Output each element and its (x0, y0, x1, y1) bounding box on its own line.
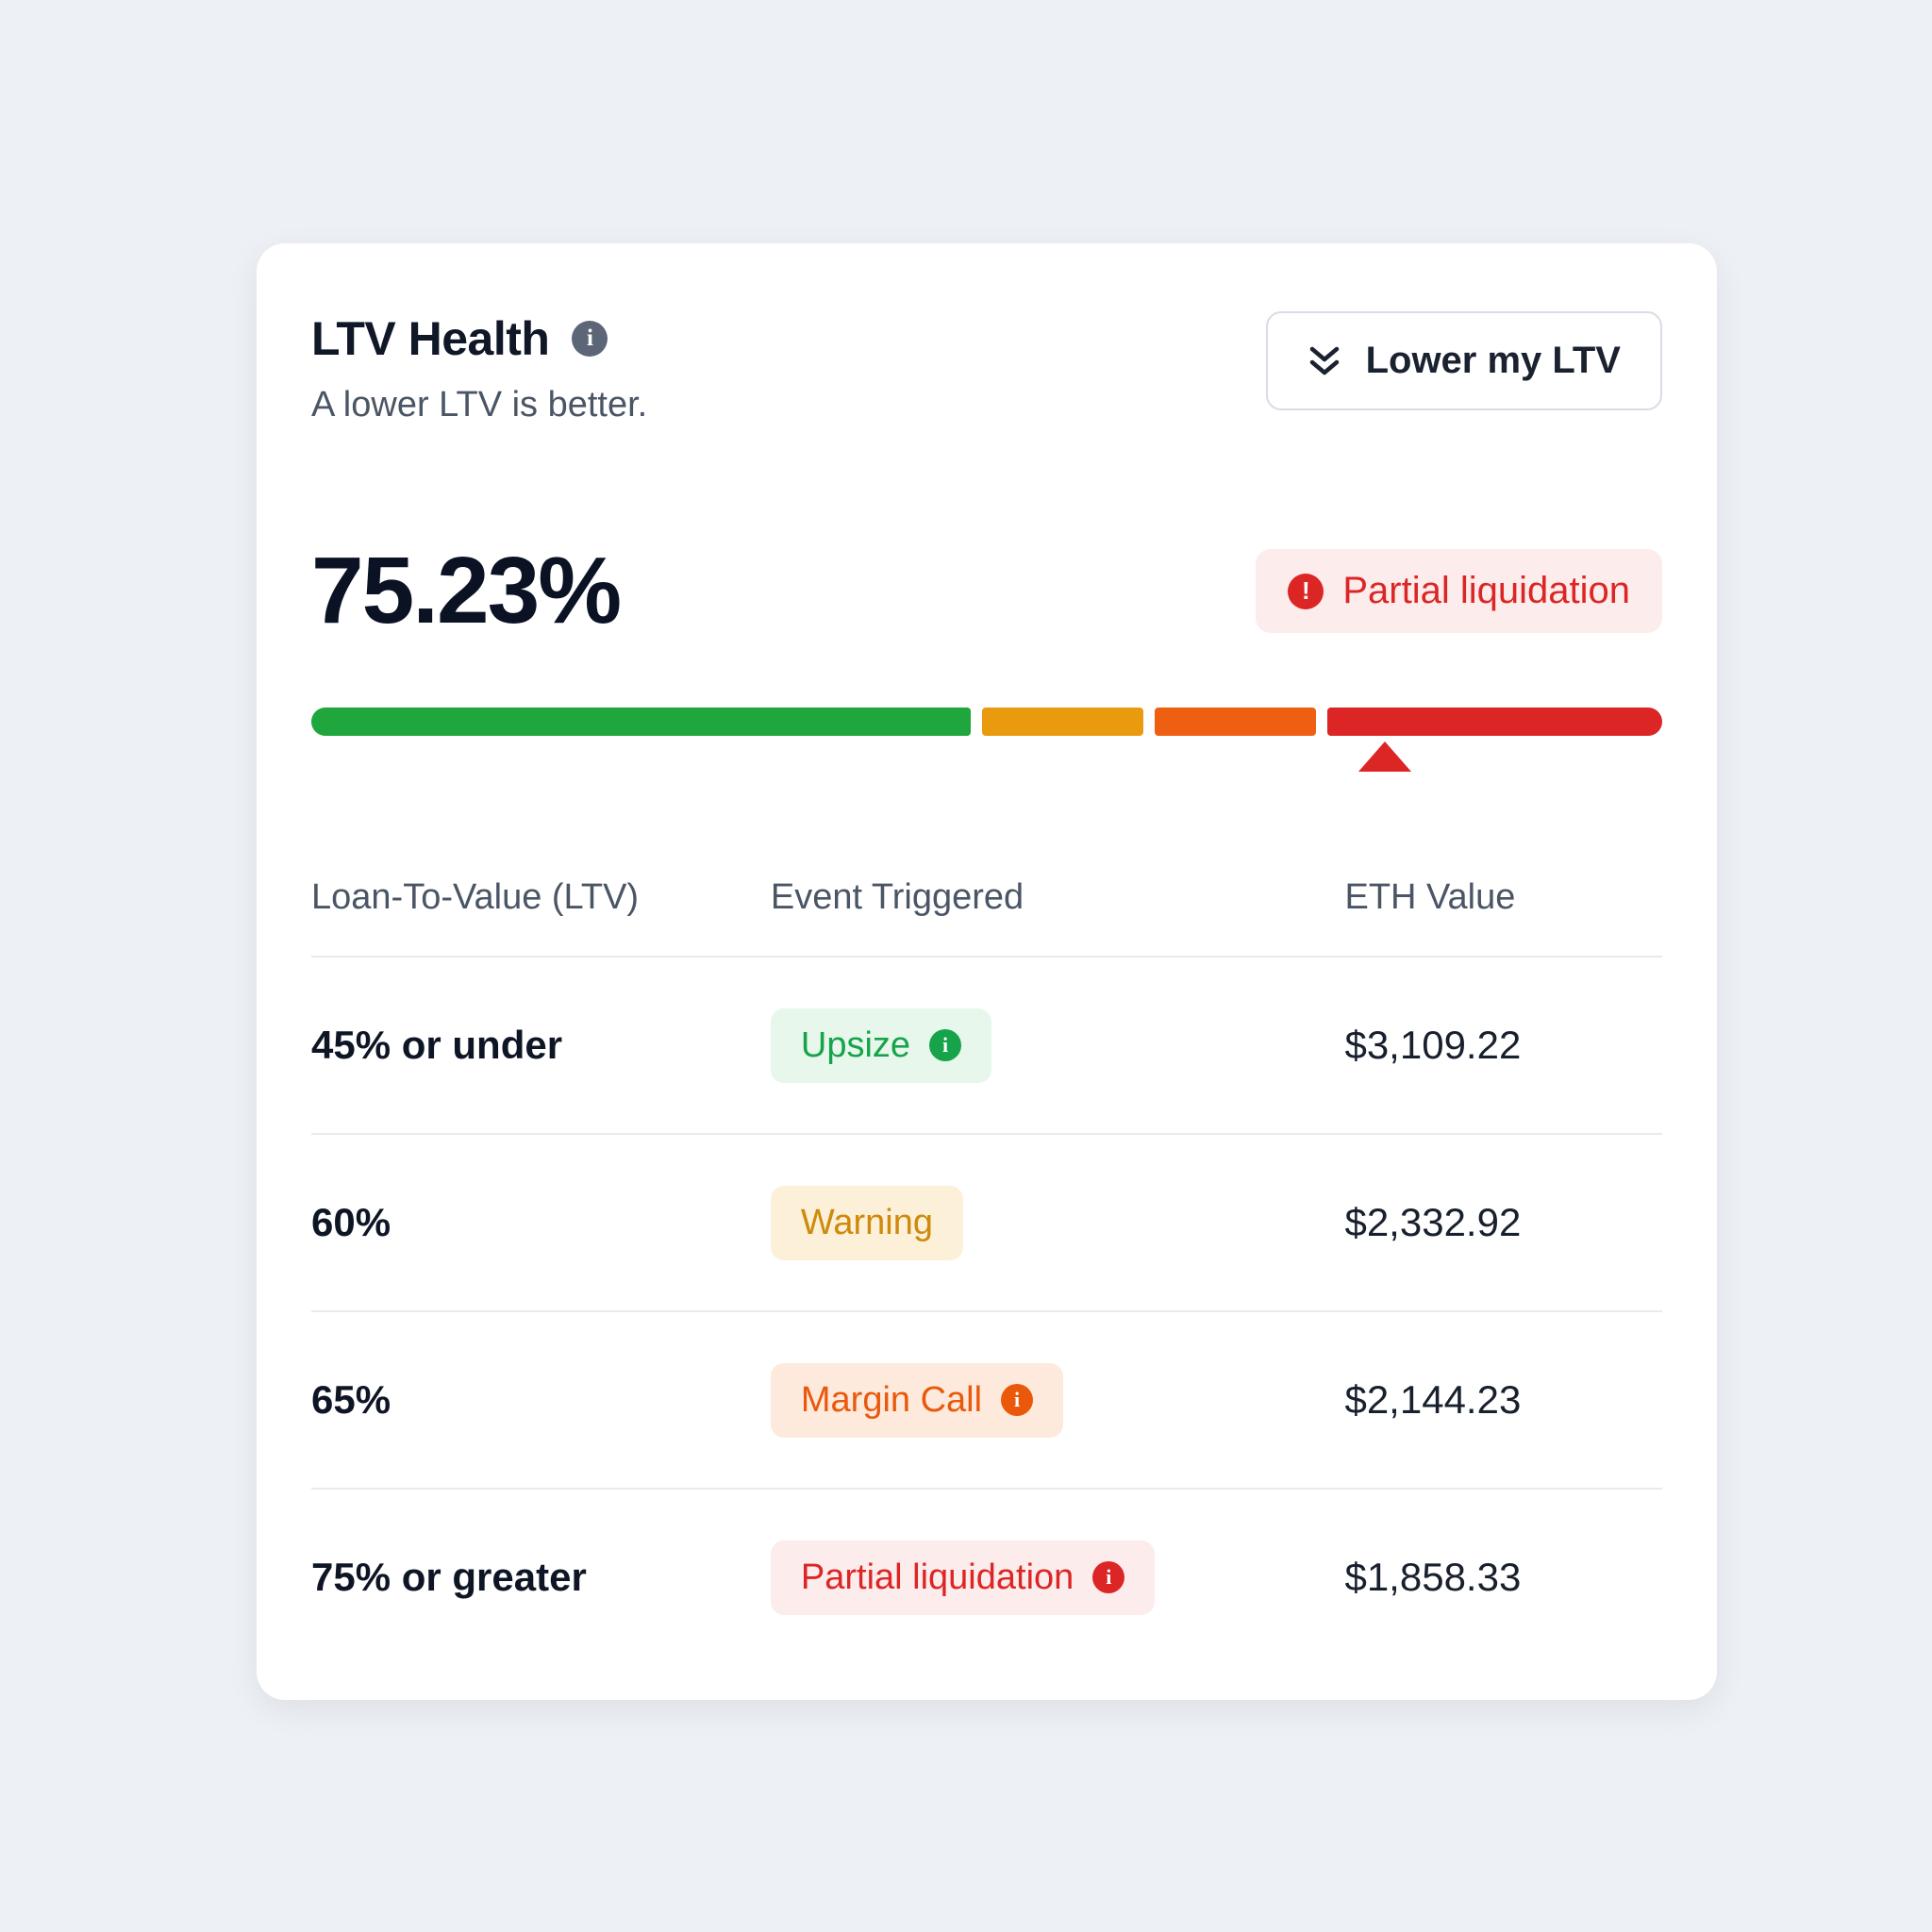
ltv-cell: 45% or under (311, 1023, 563, 1067)
col-header-event: Event Triggered (770, 877, 1024, 917)
table-row: 60% Warning $2,332.92 (311, 1135, 1662, 1310)
alert-icon: ! (1288, 573, 1324, 609)
header-text-block: LTV Health i A lower LTV is better. (311, 311, 647, 425)
meter-segment-warning (982, 708, 1143, 736)
info-icon[interactable]: i (929, 1029, 962, 1061)
info-icon[interactable]: i (1001, 1384, 1034, 1416)
title-row: LTV Health i (311, 311, 647, 366)
badge-label: Upsize (800, 1024, 911, 1065)
ltv-meter-track (311, 708, 1662, 736)
status-badge: ! Partial liquidation (1256, 549, 1662, 633)
event-badge-upsize: Upsize i (770, 1008, 992, 1083)
meter-pointer (1358, 741, 1412, 772)
eth-value-cell: $2,144.23 (1344, 1377, 1522, 1422)
divider (311, 1310, 1662, 1312)
table-row: 65% Margin Call i $2,144.23 (311, 1312, 1662, 1488)
ltv-cell: 65% (311, 1377, 391, 1422)
divider (311, 956, 1662, 958)
eth-value-cell: $1,858.33 (1344, 1555, 1522, 1599)
table-row: 45% or under Upsize i $3,109.22 (311, 958, 1662, 1133)
eth-value-cell: $2,332.92 (1344, 1200, 1522, 1244)
divider (311, 1133, 1662, 1135)
double-chevron-down-icon (1307, 341, 1341, 381)
status-badge-label: Partial liquidation (1342, 570, 1630, 611)
event-badge-partial-liquidation: Partial liquidation i (770, 1540, 1156, 1615)
col-header-eth-value: ETH Value (1344, 877, 1516, 917)
ltv-cell: 75% or greater (311, 1555, 587, 1599)
meter-segment-partial-liquidation (1326, 708, 1662, 736)
ltv-meter (311, 708, 1662, 779)
meter-segment-margin-call (1154, 708, 1316, 736)
ltv-value-row: 75.23% ! Partial liquidation (311, 537, 1662, 645)
ltv-health-card: LTV Health i A lower LTV is better. Lowe… (257, 243, 1717, 1700)
ltv-current-value: 75.23% (311, 538, 622, 643)
lower-my-ltv-label: Lower my LTV (1365, 340, 1621, 381)
table-header-row: Loan-To-Value (LTV) Event Triggered ETH … (311, 877, 1662, 956)
lower-my-ltv-button[interactable]: Lower my LTV (1265, 311, 1662, 410)
badge-label: Partial liquidation (800, 1557, 1074, 1597)
badge-label: Warning (800, 1202, 933, 1242)
eth-value-cell: $3,109.22 (1344, 1023, 1522, 1067)
badge-label: Margin Call (800, 1379, 983, 1420)
event-badge-warning: Warning (770, 1185, 963, 1260)
title-info-icon[interactable]: i (572, 321, 608, 357)
subtitle: A lower LTV is better. (311, 385, 648, 425)
card-header: LTV Health i A lower LTV is better. Lowe… (311, 311, 1662, 425)
info-icon[interactable]: i (1092, 1561, 1125, 1593)
meter-segment-safe (311, 708, 971, 736)
col-header-ltv: Loan-To-Value (LTV) (311, 877, 640, 917)
ltv-table: Loan-To-Value (LTV) Event Triggered ETH … (311, 877, 1662, 1665)
divider (311, 1488, 1662, 1490)
ltv-cell: 60% (311, 1200, 391, 1244)
event-badge-margin-call: Margin Call i (770, 1362, 1064, 1438)
table-row: 75% or greater Partial liquidation i $1,… (311, 1490, 1662, 1665)
page-title: LTV Health (311, 312, 550, 365)
